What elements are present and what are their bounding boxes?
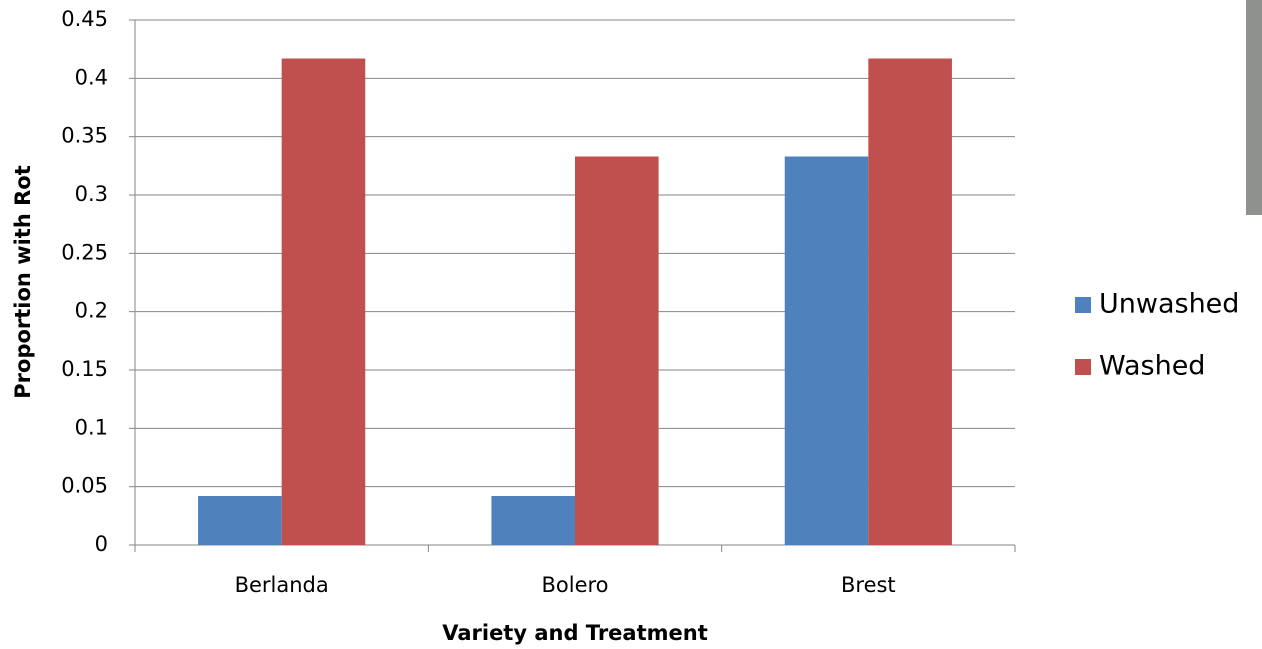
- y-tick-label: 0.35: [61, 124, 108, 148]
- x-tick-label: Brest: [841, 573, 896, 597]
- y-tick-label: 0.1: [75, 415, 108, 439]
- legend-label: Washed: [1099, 351, 1205, 382]
- x-tick-label: Berlanda: [235, 573, 329, 597]
- y-tick-label: 0.3: [75, 182, 108, 206]
- y-tick-label: 0.25: [61, 240, 108, 264]
- bar: [491, 496, 575, 545]
- x-tick-label: Bolero: [541, 573, 608, 597]
- bar: [282, 59, 366, 546]
- bar: [198, 496, 282, 545]
- bar: [785, 157, 869, 546]
- y-tick-label: 0.2: [75, 299, 108, 323]
- legend-label: Unwashed: [1099, 289, 1239, 320]
- y-tick-label: 0.4: [75, 65, 108, 89]
- y-tick-label: 0.05: [61, 474, 108, 498]
- y-axis-title: Proportion with Rot: [11, 165, 35, 398]
- y-tick-label: 0.15: [61, 357, 108, 381]
- page: {"chart_data": {"type": "bar", "x_label"…: [0, 0, 1262, 649]
- chart: Variety and Treatment Proportion with Ro…: [0, 0, 1262, 649]
- legend-swatch: [1075, 297, 1091, 313]
- bar: [868, 59, 952, 546]
- legend-swatch: [1075, 359, 1091, 375]
- y-tick-label: 0.45: [61, 7, 108, 31]
- background-photo-edge: [1246, 0, 1262, 215]
- bar: [575, 157, 659, 546]
- y-tick-label: 0: [95, 532, 108, 556]
- x-axis-title: Variety and Treatment: [442, 621, 708, 645]
